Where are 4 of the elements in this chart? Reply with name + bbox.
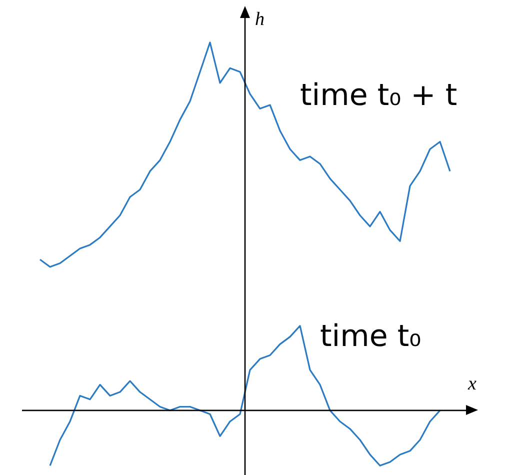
annotation: time t₀ + t	[300, 78, 458, 113]
y-axis-title: h	[255, 9, 264, 30]
x-axis-title: x	[467, 373, 477, 394]
annotation: time t₀	[320, 318, 422, 354]
